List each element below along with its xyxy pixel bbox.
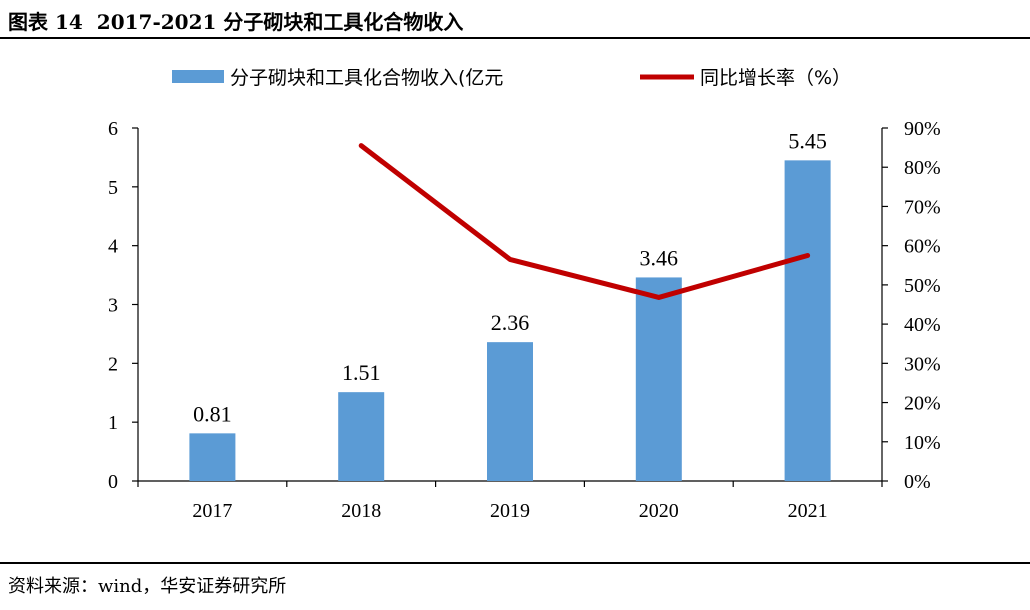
bar [338,392,385,481]
right-tick-label: 90% [904,118,941,140]
bar [487,342,533,481]
left-tick-label: 3 [108,295,118,317]
left-tick-label: 5 [108,177,118,199]
right-tick-label: 20% [904,393,941,415]
line-series [358,143,811,300]
left-tick-label: 4 [108,236,118,258]
figure-title-text: 2017-2021 分子砌块和工具化合物收入 [96,10,464,34]
right-tick-label: 30% [904,353,941,375]
bar-data-label: 0.81 [193,401,232,426]
legend-bar-label: 分子砌块和工具化合物收入(亿元 [230,67,503,89]
bar-data-label: 5.45 [788,128,827,153]
left-tick-label: 1 [108,412,118,434]
bar-series [189,160,831,481]
legend: 分子砌块和工具化合物收入(亿元 同比增长率（%） [172,67,851,89]
axes: 01234560%10%20%30%40%50%60%70%80%90%2017… [108,118,941,522]
right-tick-label: 0% [904,471,931,493]
x-tick-label: 2021 [788,500,828,522]
left-tick-label: 6 [108,118,118,140]
right-tick-label: 40% [904,314,941,336]
growth-rate-line [358,143,811,300]
figure-title: 图表 14 2017-2021 分子砌块和工具化合物收入 [8,6,477,35]
bar-data-labels: 0.81 1.51 2.36 3.46 5.45 [193,128,827,426]
x-tick-label: 2019 [490,500,530,522]
bar [189,433,236,481]
bar [635,277,682,481]
right-tick-label: 50% [904,275,941,297]
legend-bar-swatch [172,70,224,83]
right-tick-label: 10% [904,432,941,454]
x-tick-label: 2020 [639,500,679,522]
legend-line-label: 同比增长率（%） [700,67,851,89]
right-tick-label: 80% [904,157,941,179]
top-rule [0,37,1030,39]
x-tick-label: 2018 [341,500,381,522]
left-tick-label: 2 [108,353,118,375]
bar-data-label: 3.46 [640,245,679,270]
bottom-rule [0,562,1030,564]
bar-data-label: 2.36 [491,310,530,335]
bar-data-label: 1.51 [342,360,381,385]
left-tick-label: 0 [108,471,118,493]
right-tick-label: 60% [904,236,941,258]
figure-label: 图表 14 [8,10,83,34]
source-note: 资料来源：wind，华安证券研究所 [8,576,287,597]
right-tick-label: 70% [904,196,941,218]
bar [784,160,831,481]
x-tick-label: 2017 [192,500,232,522]
